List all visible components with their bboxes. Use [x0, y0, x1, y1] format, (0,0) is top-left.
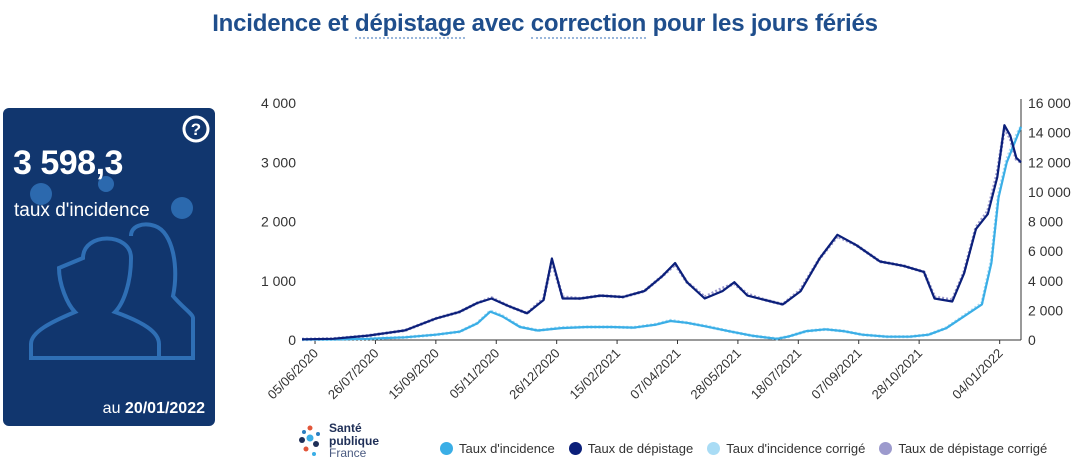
logo-line1: Santé: [329, 421, 362, 435]
series-line-3: [301, 126, 1022, 341]
page-title: Incidence et dépistage avec correction p…: [0, 10, 1080, 39]
series-line-2: [301, 125, 1023, 342]
y-left-tick-label: 1 000: [261, 273, 296, 289]
legend-label: Taux de dépistage corrigé: [898, 441, 1048, 456]
logo-dots-icon: [299, 425, 320, 456]
y-left-tick-label: 3 000: [261, 154, 296, 170]
x-tick-label: 26/07/2020: [325, 346, 382, 403]
legend-label: Taux d'incidence: [459, 441, 555, 456]
series-line-0: [301, 126, 1023, 341]
kpi-date-prefix: au: [102, 400, 125, 417]
legend-dot: [568, 442, 582, 455]
sante-publique-france-logo: Santé publique France: [296, 422, 379, 467]
legend-dot: [440, 442, 453, 455]
y-right-tick-label: 16 000: [1028, 95, 1071, 111]
legend-dot: [707, 442, 721, 455]
title-part: pour les jours fériés: [646, 10, 878, 37]
x-tick-label: 28/10/2021: [869, 346, 926, 403]
x-tick-label: 26/12/2020: [506, 346, 563, 403]
legend-label: Taux d'incidence corrigé: [726, 441, 866, 456]
x-tick-label: 04/01/2022: [949, 346, 1006, 403]
y-right-tick-label: 8 000: [1028, 214, 1063, 230]
legend-item-incidence-corrige[interactable]: Taux d'incidence corrigé: [707, 441, 865, 456]
title-part: avec: [465, 10, 531, 37]
x-tick-label: 18/07/2021: [748, 346, 805, 403]
y-right-tick-label: 14 000: [1028, 125, 1071, 141]
x-tick-label: 15/09/2020: [385, 346, 442, 403]
y-left-tick-label: 4 000: [261, 95, 296, 111]
y-left-tick-label: 2 000: [261, 214, 296, 230]
legend-label: Taux de dépistage: [587, 441, 694, 456]
question-circle-icon[interactable]: ?: [181, 114, 211, 144]
legend-item-depistage-corrige[interactable]: Taux de dépistage corrigé: [879, 441, 1047, 456]
kpi-value: 3 598,3: [13, 144, 123, 182]
title-link-correction[interactable]: correction: [530, 10, 647, 39]
logo-line3: France: [329, 446, 367, 460]
legend-dot: [879, 442, 893, 455]
y-right-tick-label: 10 000: [1028, 184, 1071, 200]
kpi-card: ? 3 598,3 taux d'incidence au 20/01/2022: [3, 108, 215, 426]
people-silhouette-icon: [29, 176, 195, 360]
title-part: Incidence et: [212, 10, 355, 37]
legend-item-incidence[interactable]: Taux d'incidence: [440, 441, 555, 456]
series-line-1: [301, 124, 1022, 341]
legend-item-depistage[interactable]: Taux de dépistage: [568, 441, 694, 456]
y-right-tick-label: 6 000: [1028, 243, 1063, 259]
svg-text:?: ?: [191, 120, 201, 139]
title-link-depistage[interactable]: dépistage: [354, 10, 466, 39]
y-right-tick-label: 2 000: [1028, 302, 1063, 318]
y-right-tick-label: 4 000: [1028, 273, 1063, 289]
x-tick-label: 07/04/2021: [627, 346, 684, 403]
x-tick-label: 07/09/2021: [808, 346, 865, 403]
kpi-date: au 20/01/2022: [103, 400, 205, 418]
chart-legend: Taux d'incidence Taux de dépistage Taux …: [440, 441, 1047, 456]
y-right-tick-label: 0: [1028, 332, 1036, 348]
x-tick-label: 05/11/2020: [446, 346, 502, 402]
y-right-tick-label: 12 000: [1028, 154, 1071, 170]
x-tick-label: 15/02/2021: [567, 346, 624, 403]
y-left-tick-label: 0: [288, 332, 296, 348]
kpi-label: taux d'incidence: [14, 200, 150, 221]
x-tick-label: 05/06/2020: [265, 346, 322, 403]
kpi-date-value: 20/01/2022: [124, 400, 205, 417]
x-tick-label: 28/05/2021: [687, 346, 744, 403]
logo-line2: publique: [329, 433, 379, 448]
